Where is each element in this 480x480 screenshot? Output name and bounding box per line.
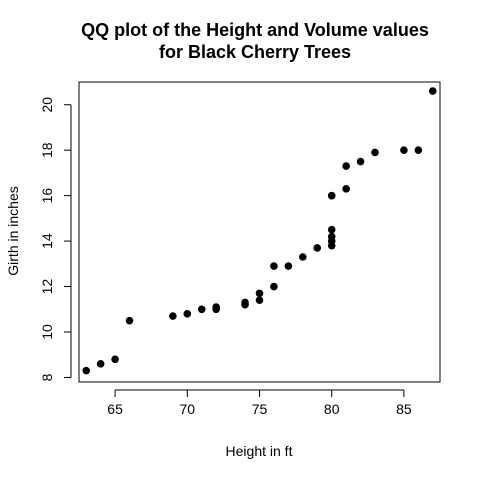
x-tick-label: 80 [324, 401, 340, 417]
data-point [327, 232, 336, 241]
y-tick-label: 20 [39, 97, 55, 113]
data-point [212, 303, 220, 311]
data-point [313, 244, 322, 252]
x-tick-label: 75 [252, 401, 268, 417]
x-tick-label: 65 [107, 401, 123, 417]
data-point [255, 296, 264, 304]
data-point [284, 262, 293, 270]
data-point [169, 312, 177, 320]
chart-subtitle: for Black Cherry Trees [159, 42, 351, 62]
data-point [299, 253, 307, 261]
data-point [342, 185, 350, 193]
data-points [82, 87, 437, 375]
data-point [400, 146, 408, 154]
x-tick-label: 70 [180, 401, 196, 417]
y-tick-label: 8 [39, 373, 55, 381]
y-tick-label: 16 [39, 188, 55, 204]
data-point [255, 289, 264, 298]
data-point [111, 355, 119, 364]
x-tick-label: 85 [396, 401, 412, 417]
data-point [197, 305, 206, 314]
axes: 65 70 75 80 85 8 10 12 14 16 18 20 [39, 81, 441, 417]
chart-title: QQ plot of the Height and Volume values [81, 20, 429, 40]
data-point [428, 87, 437, 95]
x-axis-label: Height in ft [226, 443, 293, 459]
data-point [342, 162, 350, 170]
y-tick-label: 14 [39, 233, 55, 249]
data-point [241, 298, 249, 307]
data-point [327, 225, 336, 234]
data-point [414, 146, 423, 154]
data-point [125, 316, 134, 325]
data-point [327, 191, 336, 200]
data-point [96, 360, 105, 368]
y-tick-label: 10 [39, 324, 55, 340]
data-point [356, 157, 365, 166]
y-tick-label: 18 [39, 142, 55, 158]
y-tick-label: 12 [39, 279, 55, 295]
data-point [183, 310, 192, 318]
data-point [270, 262, 278, 270]
data-point [371, 148, 379, 157]
plot-frame [78, 81, 441, 383]
data-point [82, 366, 91, 375]
data-point [270, 282, 278, 291]
y-axis-label: Girth in inches [5, 186, 21, 275]
